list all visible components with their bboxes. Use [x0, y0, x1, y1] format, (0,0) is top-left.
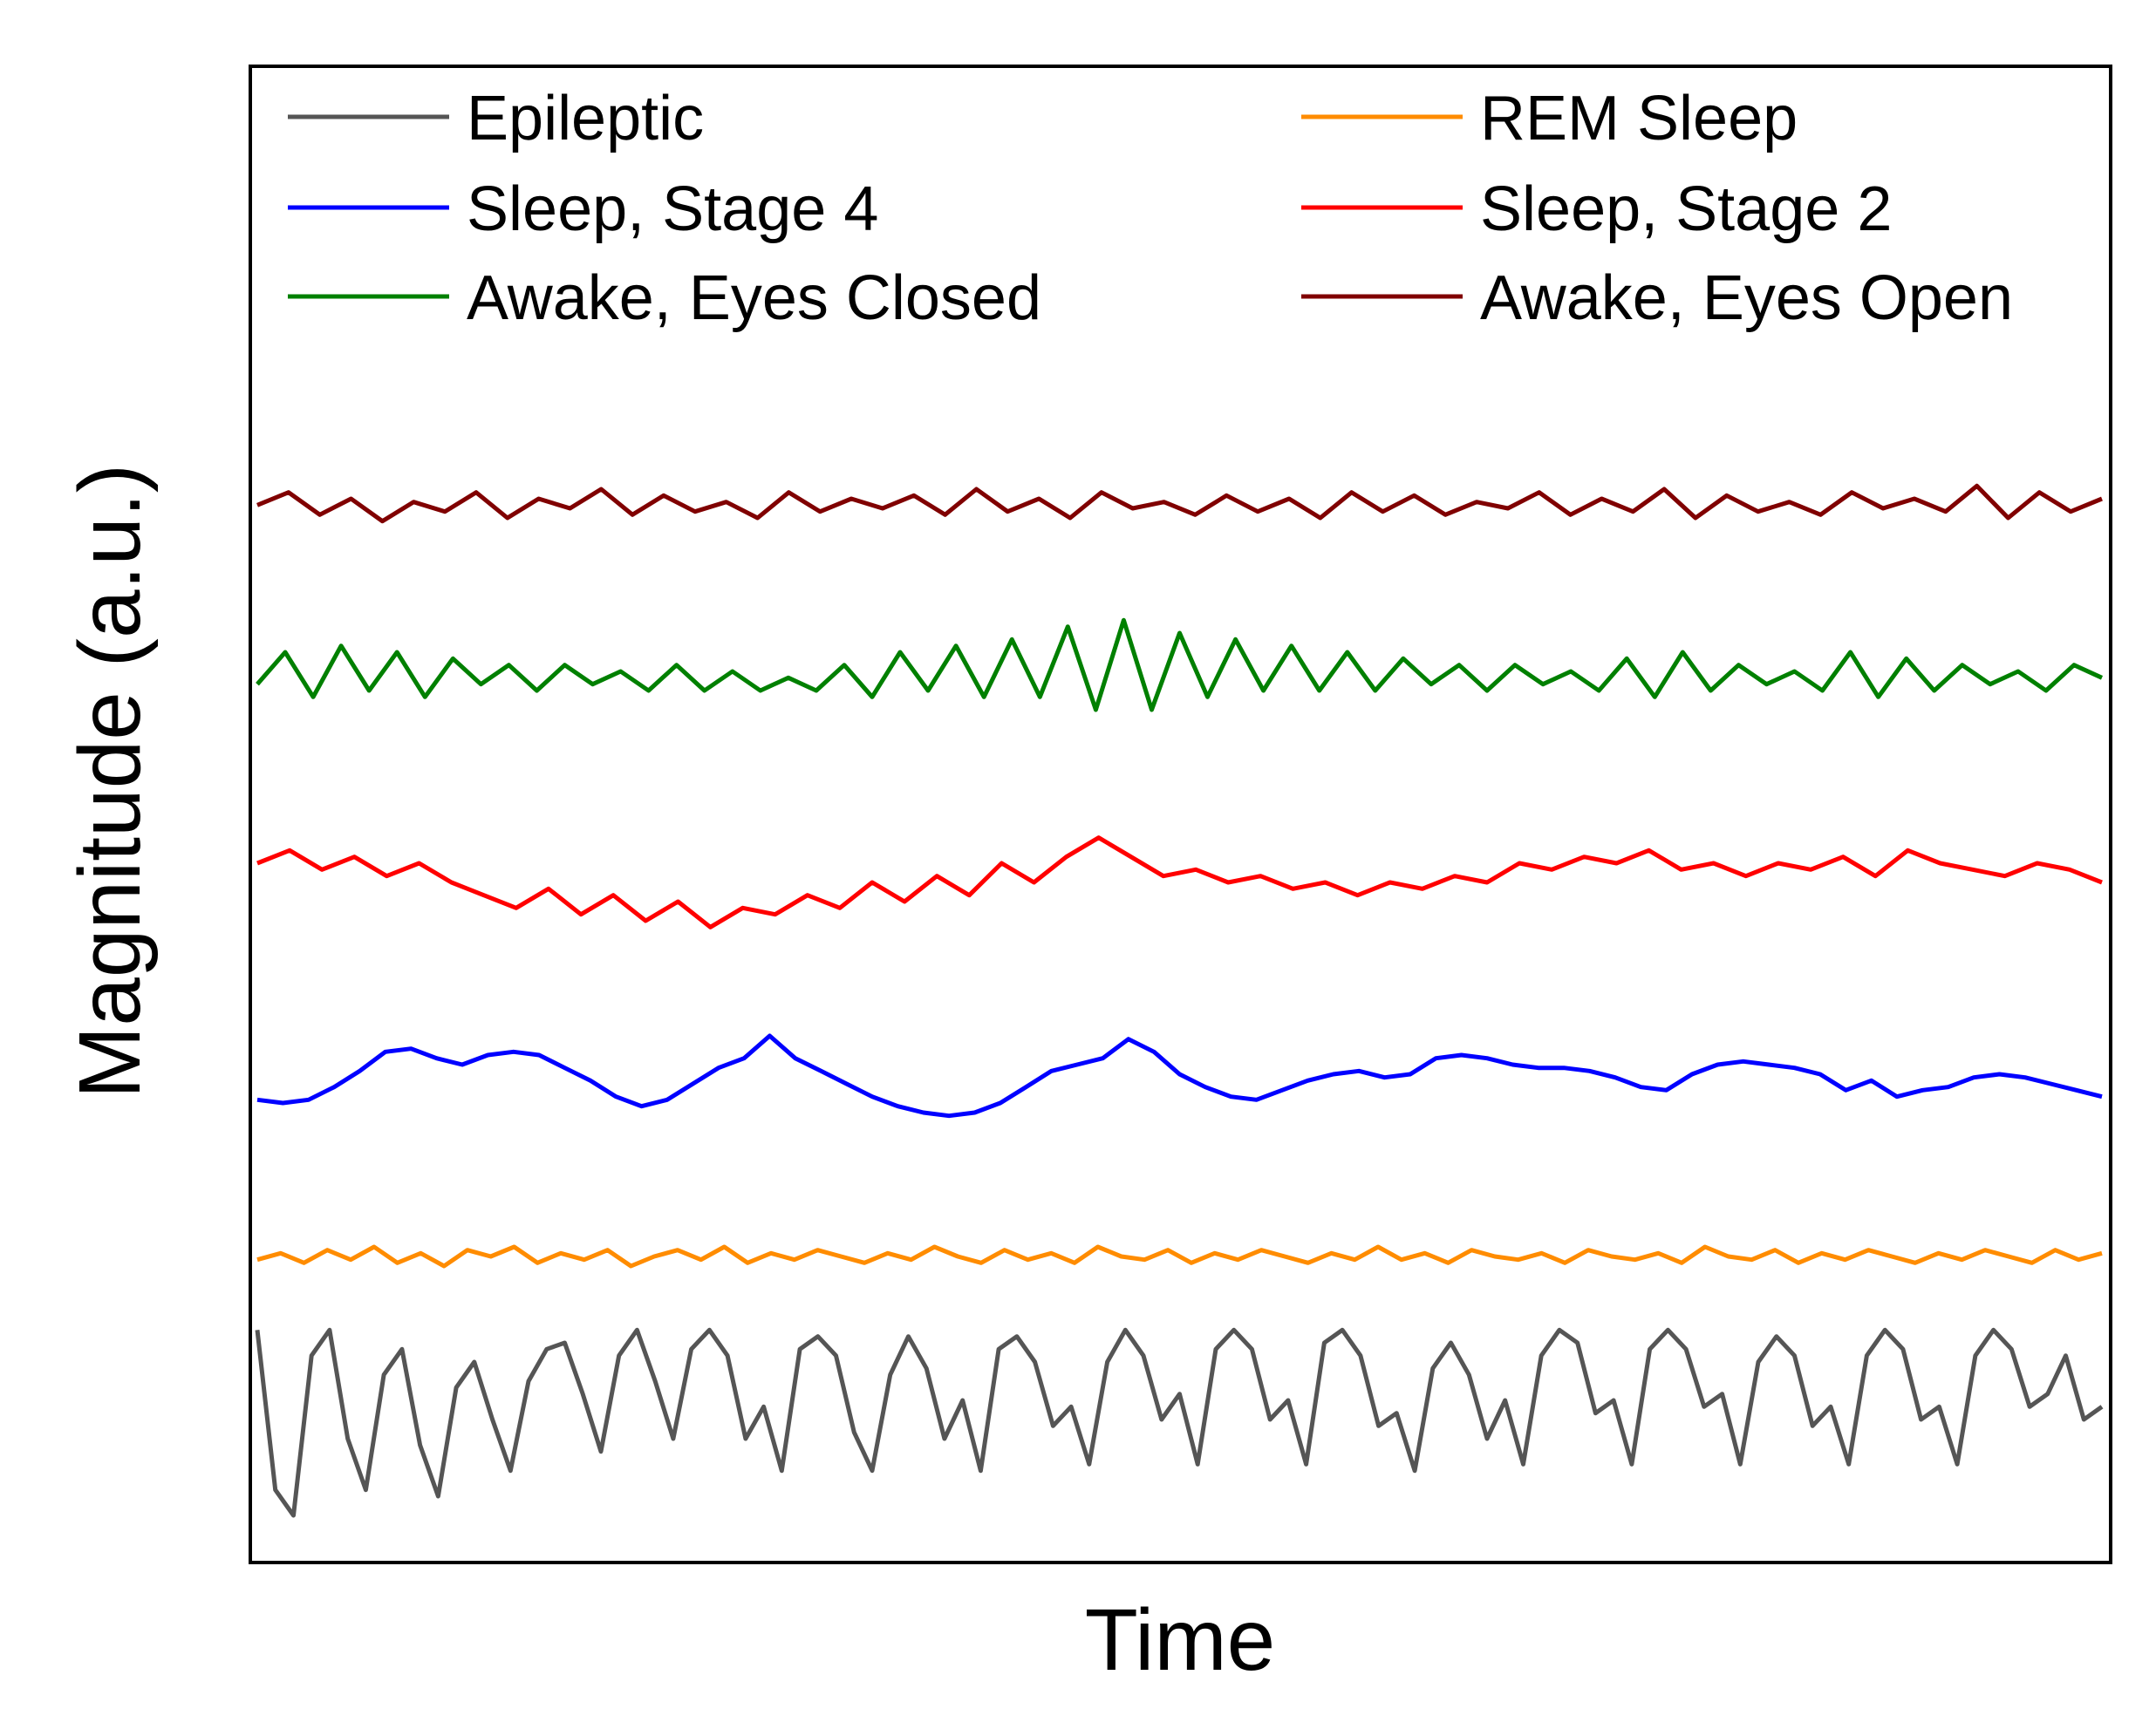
- x-axis-label: Time: [1085, 1591, 1276, 1689]
- legend-label-awake-eyes-closed: Awake, Eyes Closed: [467, 263, 1041, 333]
- series-line-awake-eyes-open: [256, 483, 2103, 524]
- legend-label-rem-sleep: REM Sleep: [1480, 84, 1798, 153]
- legend-entry-sleep-stage-2: Sleep, Stage 2: [1301, 174, 1892, 244]
- legend-entry-rem-sleep: REM Sleep: [1301, 84, 1798, 153]
- series-line-rem-sleep: [256, 1244, 2103, 1269]
- legend-entry-awake-eyes-open: Awake, Eyes Open: [1301, 263, 2013, 333]
- series-line-awake-eyes-closed: [256, 617, 2104, 712]
- legend-entry-sleep-stage-4: Sleep, Stage 4: [288, 174, 878, 244]
- plot-frame: [249, 65, 2112, 1564]
- legend-label-epileptic: Epileptic: [467, 84, 704, 153]
- legend: Epileptic REM Sleep Sleep, Stage 4 Sleep…: [288, 84, 2013, 333]
- legend-entry-awake-eyes-closed: Awake, Eyes Closed: [288, 263, 1041, 333]
- series-line-sleep-stage-4: [256, 1033, 2103, 1119]
- legend-label-sleep-stage-4: Sleep, Stage 4: [467, 174, 878, 244]
- legend-label-sleep-stage-2: Sleep, Stage 2: [1480, 174, 1892, 244]
- series-group: [255, 483, 2104, 1518]
- legend-label-awake-eyes-open: Awake, Eyes Open: [1480, 263, 2013, 333]
- y-axis-label: Magnitude (a.u.): [61, 464, 159, 1099]
- series-line-sleep-stage-2: [256, 835, 2103, 929]
- series-line-epileptic: [255, 1327, 2104, 1518]
- legend-entry-epileptic: Epileptic: [288, 84, 704, 153]
